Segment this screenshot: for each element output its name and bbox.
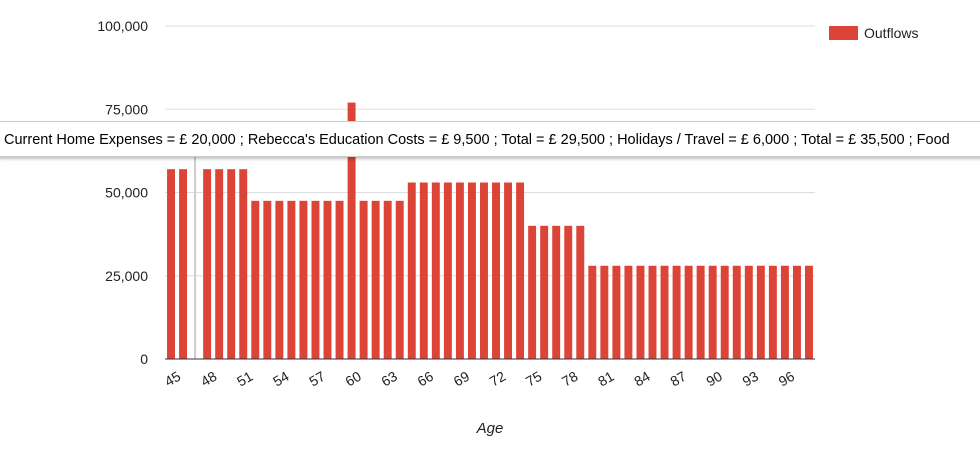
- bar-age-52[interactable]: [251, 200, 260, 359]
- y-tick-label: 75,000: [105, 101, 148, 117]
- x-tick-label: 87: [667, 368, 689, 390]
- y-tick-label: 25,000: [105, 268, 148, 284]
- bar-age-46[interactable]: [179, 169, 188, 359]
- x-tick-label: 81: [595, 368, 617, 390]
- x-axis-tick-labels: 45 48 51 54 57 60 63 66 69 72 75 78 81 84 87 90 93 96: [162, 368, 798, 390]
- x-tick-label: 75: [523, 368, 545, 390]
- gridlines: [165, 25, 815, 359]
- bar-tooltip: Current Home Expenses = £ 20,000 ; Rebec…: [0, 121, 980, 157]
- bar-age-60[interactable]: [347, 102, 356, 359]
- bar-age-91[interactable]: [720, 265, 729, 359]
- bar-age-94[interactable]: [756, 265, 765, 359]
- tooltip-text: Current Home Expenses = £ 20,000 ; Rebec…: [4, 132, 950, 148]
- bar-age-79[interactable]: [576, 225, 585, 359]
- bar-age-92[interactable]: [732, 265, 741, 359]
- legend-label: Outflows: [864, 25, 918, 41]
- tooltip-pointer: [196, 156, 226, 170]
- bar-age-88[interactable]: [684, 265, 693, 359]
- x-tick-label: 60: [342, 368, 364, 390]
- bar-age-74[interactable]: [516, 182, 525, 359]
- y-tick-label: 50,000: [105, 185, 148, 201]
- bar-age-93[interactable]: [744, 265, 753, 359]
- bar-age-63[interactable]: [383, 200, 392, 359]
- bar-age-65[interactable]: [407, 182, 416, 359]
- x-tick-label: 78: [559, 368, 581, 390]
- bar-age-49[interactable]: [215, 169, 224, 359]
- legend-swatch: [829, 26, 858, 40]
- legend[interactable]: Outflows: [829, 25, 918, 41]
- bar-age-58[interactable]: [323, 200, 332, 359]
- bar-age-72[interactable]: [492, 182, 500, 359]
- bar-age-75[interactable]: [528, 225, 537, 359]
- x-tick-label: 69: [451, 368, 473, 390]
- bar-age-53[interactable]: [263, 200, 272, 359]
- bar-age-51[interactable]: [239, 169, 248, 359]
- y-axis-tick-labels: 0 25,000 50,000 75,000 100,000: [97, 18, 148, 367]
- x-axis-title: Age: [476, 420, 504, 437]
- bar-age-71[interactable]: [480, 182, 488, 359]
- x-tick-label: 57: [306, 368, 328, 390]
- bar-age-59[interactable]: [335, 200, 344, 359]
- bar-age-81[interactable]: [600, 265, 609, 359]
- bar-age-84[interactable]: [636, 265, 645, 359]
- bar-age-55[interactable]: [287, 200, 296, 359]
- bar-age-48[interactable]: [203, 169, 212, 359]
- bar-age-80[interactable]: [588, 265, 597, 359]
- bar-age-68[interactable]: [443, 182, 452, 359]
- bar-age-62[interactable]: [371, 200, 380, 359]
- bar-age-57[interactable]: [311, 200, 320, 359]
- bar-age-78[interactable]: [564, 225, 573, 359]
- bar-age-73[interactable]: [504, 182, 513, 359]
- bar-age-67[interactable]: [431, 182, 440, 359]
- x-tick-label: 63: [378, 368, 400, 390]
- bar-age-90[interactable]: [708, 265, 717, 359]
- bar-age-98[interactable]: [805, 265, 813, 359]
- bar-age-87[interactable]: [672, 265, 681, 359]
- bars[interactable]: [167, 102, 813, 359]
- bar-age-96[interactable]: [780, 265, 789, 359]
- bar-age-54[interactable]: [275, 200, 284, 359]
- bar-age-97[interactable]: [792, 265, 801, 359]
- x-tick-label: 84: [631, 368, 653, 390]
- bar-age-85[interactable]: [648, 265, 657, 359]
- y-tick-label: 0: [140, 351, 148, 367]
- bar-age-70[interactable]: [467, 182, 476, 359]
- x-tick-label: 93: [740, 368, 762, 390]
- bar-age-45[interactable]: [167, 169, 175, 359]
- bar-age-76[interactable]: [540, 225, 549, 359]
- bar-age-69[interactable]: [455, 182, 464, 359]
- bar-age-89[interactable]: [696, 265, 705, 359]
- x-tick-label: 90: [703, 368, 725, 390]
- bar-age-64[interactable]: [395, 200, 404, 359]
- bar-age-50[interactable]: [227, 169, 236, 359]
- bar-age-77[interactable]: [552, 225, 561, 359]
- x-tick-label: 66: [415, 368, 437, 390]
- bar-age-95[interactable]: [768, 265, 777, 359]
- x-tick-label: 48: [198, 368, 220, 390]
- bar-age-86[interactable]: [660, 265, 669, 359]
- x-tick-label: 96: [776, 368, 798, 390]
- bar-age-83[interactable]: [624, 265, 633, 359]
- bar-age-66[interactable]: [419, 182, 428, 359]
- x-tick-label: 45: [162, 368, 184, 390]
- bar-age-82[interactable]: [612, 265, 621, 359]
- x-tick-label: 54: [270, 368, 292, 390]
- y-tick-label: 100,000: [97, 18, 148, 34]
- bar-age-61[interactable]: [359, 200, 368, 359]
- bar-age-56[interactable]: [299, 200, 308, 359]
- x-tick-label: 51: [234, 368, 256, 390]
- x-tick-label: 72: [487, 368, 509, 390]
